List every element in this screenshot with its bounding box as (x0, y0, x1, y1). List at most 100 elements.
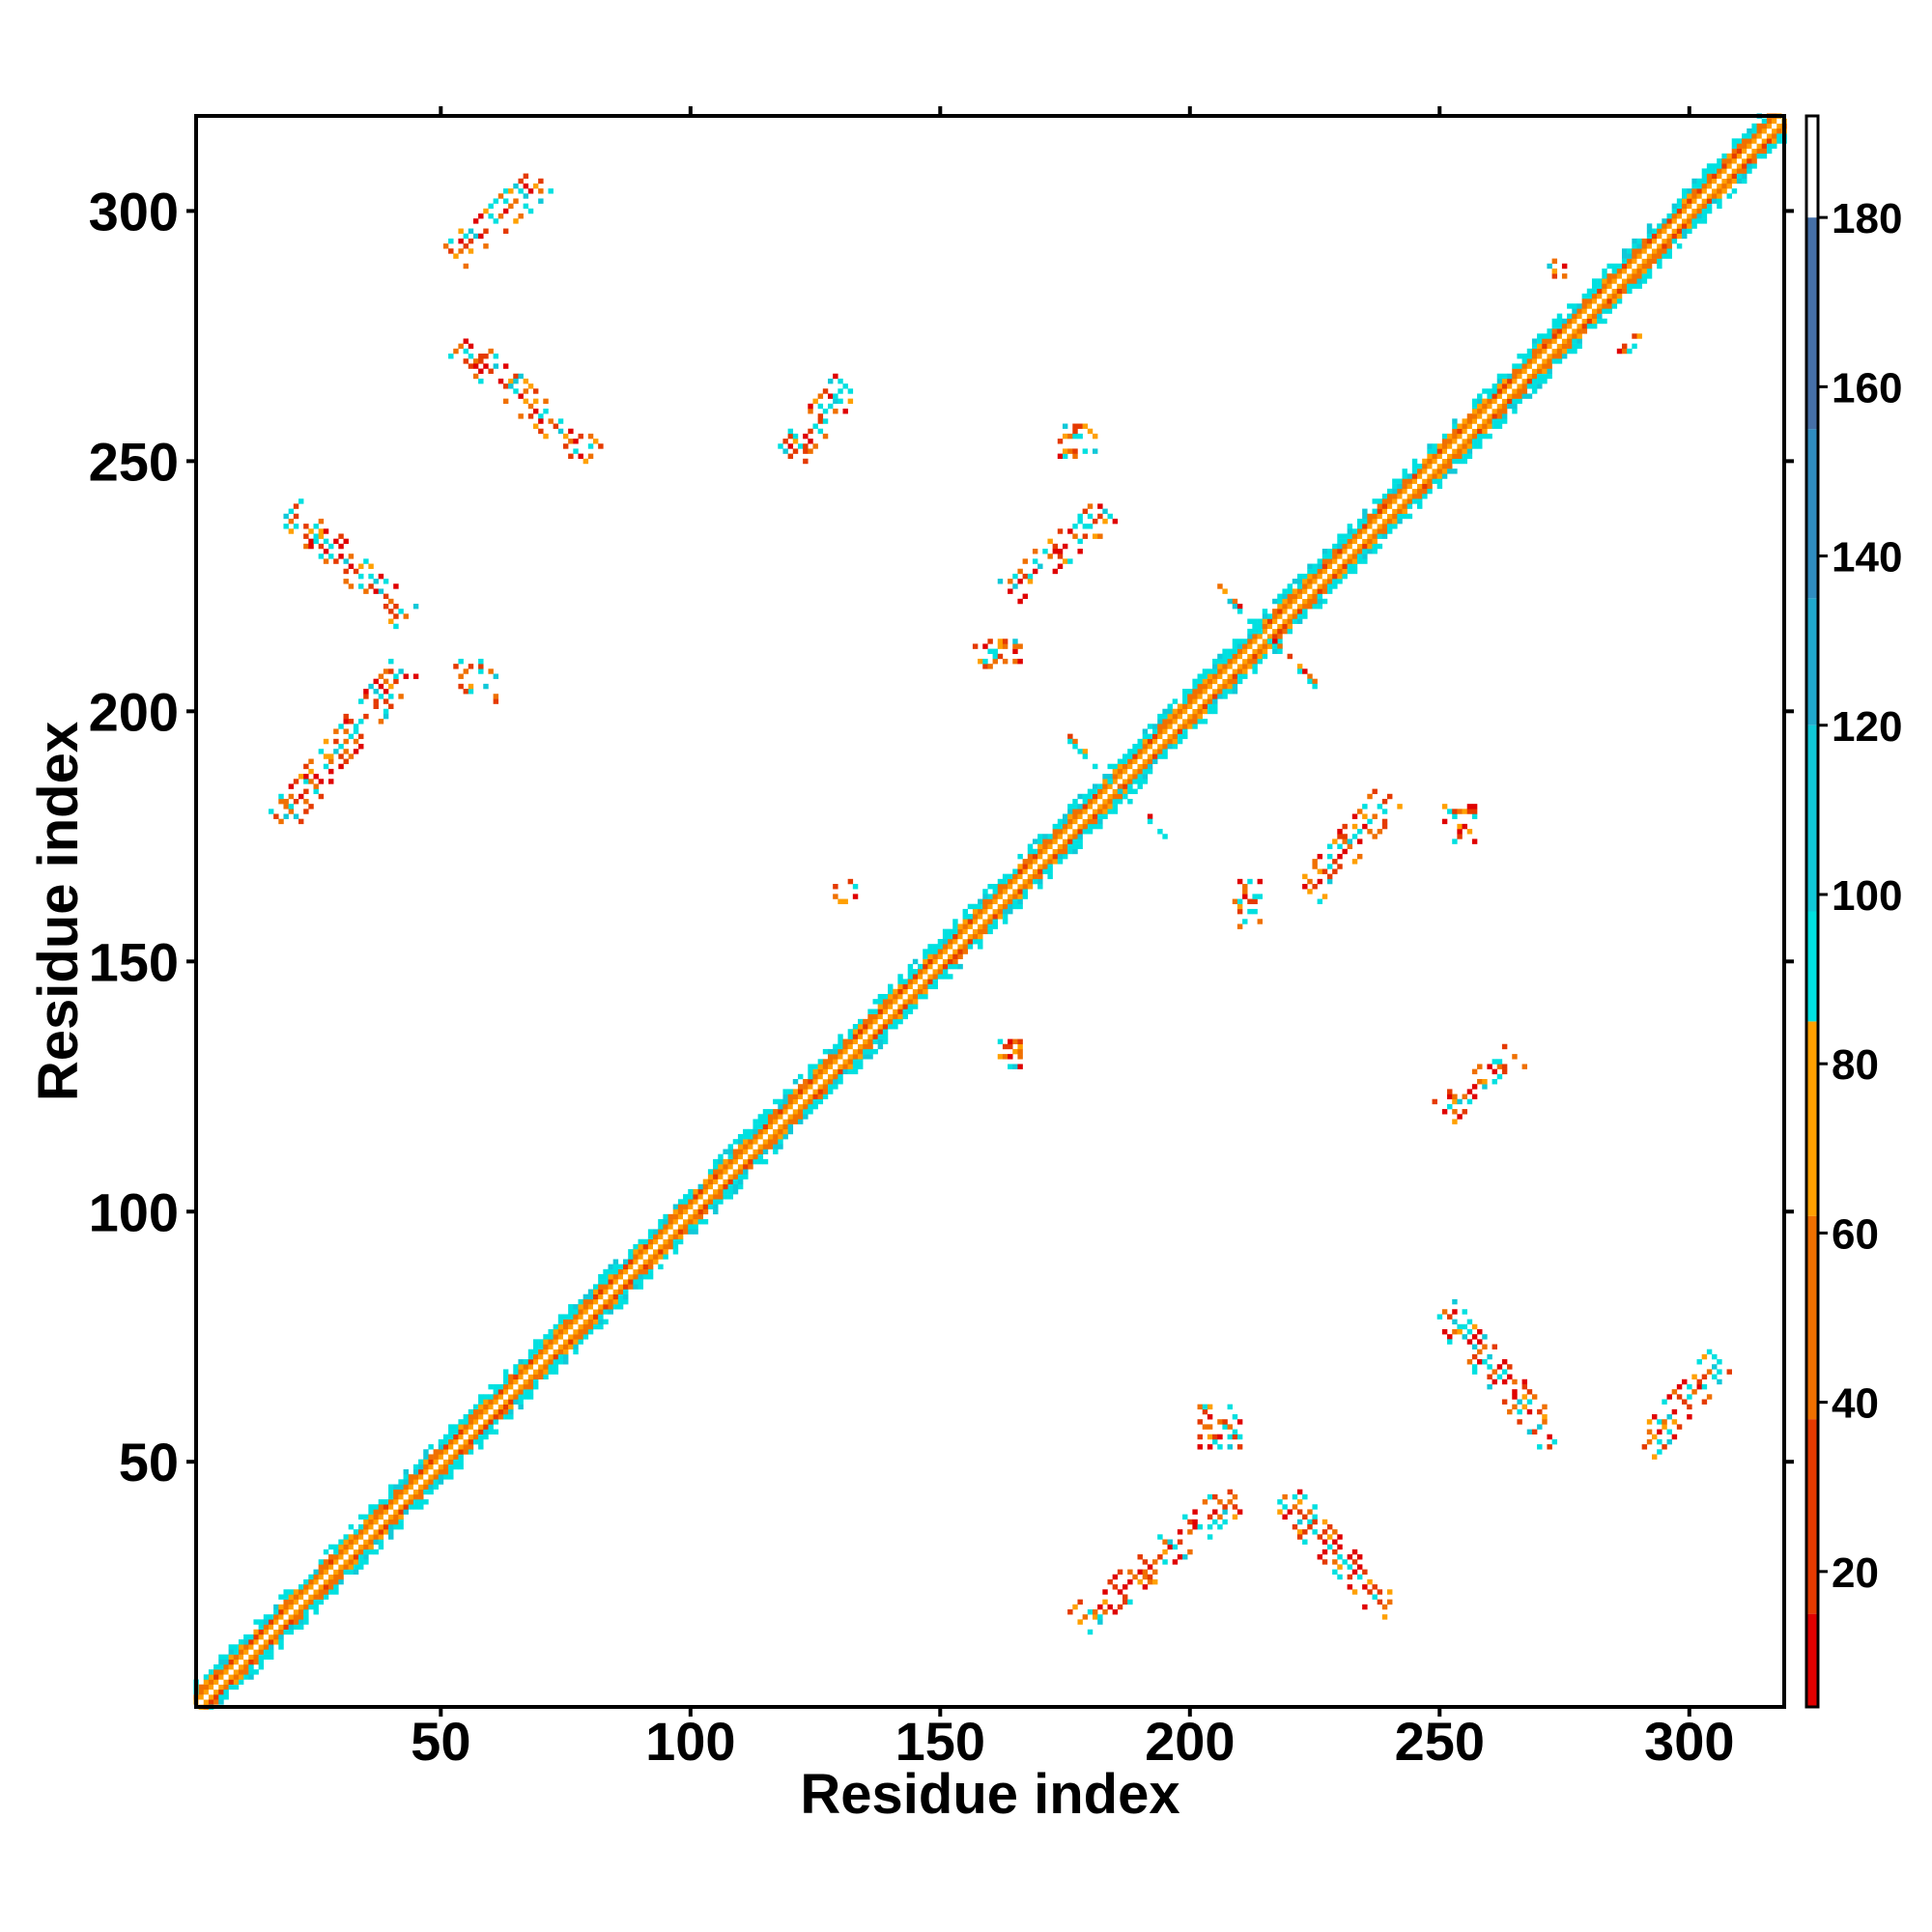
heatmap-cell (383, 1509, 389, 1515)
heatmap-cell (1496, 384, 1503, 389)
heatmap-cell (1107, 804, 1113, 810)
heatmap-cell (1487, 1364, 1492, 1370)
colorbar-band (1806, 1215, 1818, 1420)
heatmap-cell (1501, 413, 1508, 419)
heatmap-cell (298, 793, 304, 800)
heatmap-cell (1002, 873, 1009, 880)
heatmap-cell (888, 1009, 894, 1014)
heatmap-cell (1627, 278, 1633, 284)
heatmap-cell (907, 963, 914, 970)
heatmap-cell (493, 1399, 499, 1405)
heatmap-cell (757, 1128, 764, 1135)
heatmap-cell (198, 1694, 205, 1700)
heatmap-cell (727, 1153, 734, 1160)
heatmap-cell (442, 1434, 449, 1440)
heatmap-cell (358, 583, 364, 589)
heatmap-cell (992, 923, 999, 929)
heatmap-cell (273, 1629, 279, 1635)
heatmap-cell (888, 993, 894, 1000)
heatmap-cell (1662, 238, 1667, 244)
heatmap-cell (638, 1279, 643, 1285)
heatmap-cell (937, 974, 944, 980)
heatmap-cell (418, 1479, 424, 1485)
heatmap-cell (363, 1544, 369, 1550)
heatmap-cell (1417, 483, 1423, 490)
heatmap-cell (877, 1013, 884, 1020)
heatmap-cell (1512, 1054, 1518, 1060)
heatmap-cell (937, 949, 944, 954)
heatmap-cell (1362, 549, 1368, 554)
heatmap-cell (1077, 1599, 1083, 1605)
heatmap-cell (348, 1523, 355, 1530)
heatmap-cell (1212, 668, 1218, 674)
heatmap-cell (1411, 463, 1418, 469)
heatmap-cell (1227, 689, 1233, 695)
heatmap-cell (463, 233, 469, 240)
heatmap-cell (383, 713, 389, 720)
heatmap-cell (1662, 1444, 1667, 1450)
heatmap-cell (668, 1234, 673, 1239)
heatmap-cell (423, 1489, 429, 1495)
heatmap-cell (1761, 138, 1768, 144)
heatmap-cell (1356, 528, 1363, 534)
heatmap-cell (1127, 783, 1133, 789)
heatmap-cell (418, 1489, 424, 1495)
heatmap-cell (658, 1234, 664, 1239)
heatmap-cell (328, 1574, 334, 1580)
heatmap-cell (233, 1684, 240, 1690)
heatmap-cell (1037, 563, 1043, 569)
heatmap-cell (1542, 333, 1548, 339)
heatmap-cell (442, 1444, 449, 1450)
heatmap-cell (598, 1298, 604, 1305)
heatmap-cell (1087, 503, 1094, 509)
heatmap-cell (962, 944, 968, 950)
heatmap-cell (1321, 1529, 1328, 1535)
heatmap-cell (248, 1654, 254, 1661)
heatmap-cell (1262, 623, 1268, 630)
heatmap-cell (348, 753, 355, 759)
heatmap-cell (1666, 1429, 1672, 1435)
heatmap-cell (532, 183, 539, 189)
heatmap-cell (1742, 158, 1747, 164)
heatmap-cell (1302, 884, 1308, 890)
heatmap-cell (557, 1349, 564, 1355)
heatmap-cell (1082, 823, 1089, 830)
heatmap-cell (1192, 683, 1198, 690)
heatmap-cell (962, 923, 968, 929)
heatmap-cell (762, 1133, 769, 1140)
heatmap-cell (882, 999, 889, 1005)
heatmap-cell (817, 1084, 824, 1090)
heatmap-cell (1162, 708, 1168, 715)
heatmap-cell (827, 378, 834, 384)
heatmap-cell (817, 1068, 824, 1075)
heatmap-cell (767, 1128, 774, 1135)
heatmap-cell (1067, 733, 1073, 740)
heatmap-cell (378, 1539, 384, 1545)
heatmap-cell (932, 974, 938, 980)
heatmap-cell (1597, 318, 1603, 325)
heatmap-cell (1047, 853, 1053, 860)
heatmap-cell (1337, 543, 1343, 550)
heatmap-cell (598, 1323, 604, 1330)
heatmap-cell (1321, 868, 1328, 874)
heatmap-cell (1652, 1414, 1658, 1420)
heatmap-cell (1152, 738, 1158, 745)
heatmap-cell (1167, 728, 1173, 734)
heatmap-cell (812, 1073, 818, 1080)
heatmap-cell (393, 603, 399, 610)
heatmap-cell (1296, 588, 1303, 594)
heatmap-cell (388, 1519, 394, 1525)
heatmap-cell (1117, 1569, 1123, 1576)
heatmap-cell (268, 1649, 274, 1655)
heatmap-cell (1537, 358, 1543, 364)
heatmap-cell (1017, 1048, 1023, 1055)
heatmap-cell (867, 1029, 873, 1035)
heatmap-cell (1682, 228, 1688, 234)
heatmap-cell (303, 1619, 309, 1625)
heatmap-cell (1351, 563, 1358, 569)
heatmap-cell (468, 689, 474, 695)
heatmap-cell (1008, 908, 1013, 915)
heatmap-cell (1691, 1374, 1697, 1380)
heatmap-cell (1466, 443, 1473, 449)
heatmap-cell (1222, 689, 1228, 695)
